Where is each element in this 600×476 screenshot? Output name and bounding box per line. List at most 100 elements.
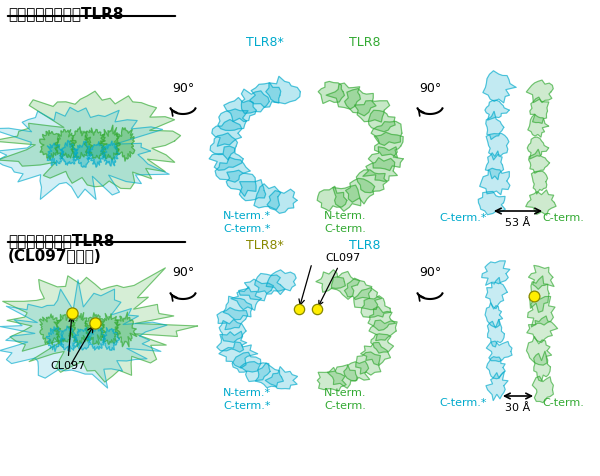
Text: リガンド結合型TLR8: リガンド結合型TLR8 — [8, 233, 115, 248]
Polygon shape — [526, 337, 551, 365]
Polygon shape — [0, 280, 167, 388]
Polygon shape — [85, 313, 106, 345]
Polygon shape — [368, 110, 395, 132]
Polygon shape — [483, 71, 516, 103]
Text: 90°: 90° — [172, 81, 194, 95]
Text: C-term.: C-term. — [324, 224, 366, 234]
Polygon shape — [88, 327, 106, 350]
Text: C-term.: C-term. — [542, 213, 584, 223]
Polygon shape — [0, 91, 181, 188]
Polygon shape — [532, 376, 553, 403]
Polygon shape — [363, 158, 397, 181]
Text: TLR8: TLR8 — [349, 239, 381, 252]
Polygon shape — [346, 178, 374, 204]
Text: (CL097複合体): (CL097複合体) — [8, 248, 102, 263]
Polygon shape — [212, 119, 242, 146]
Polygon shape — [529, 276, 549, 312]
Polygon shape — [482, 261, 510, 285]
Polygon shape — [344, 278, 372, 299]
Polygon shape — [61, 140, 78, 165]
Polygon shape — [61, 326, 77, 352]
Polygon shape — [487, 319, 505, 347]
Polygon shape — [54, 314, 75, 342]
Point — [67, 309, 77, 317]
Polygon shape — [317, 367, 346, 391]
Polygon shape — [485, 278, 507, 308]
Polygon shape — [231, 287, 262, 310]
Polygon shape — [532, 171, 548, 194]
Polygon shape — [74, 141, 92, 167]
Text: C-term.*: C-term.* — [223, 224, 271, 234]
Text: N-term.*: N-term.* — [223, 388, 271, 398]
Polygon shape — [70, 127, 92, 159]
Point — [312, 305, 322, 313]
Polygon shape — [371, 334, 394, 353]
Polygon shape — [265, 367, 298, 389]
Text: C-term.*: C-term.* — [439, 398, 487, 408]
Text: C-term.*: C-term.* — [223, 401, 271, 411]
Polygon shape — [266, 76, 301, 104]
Polygon shape — [317, 186, 347, 211]
Polygon shape — [479, 168, 510, 195]
Polygon shape — [371, 121, 402, 146]
Polygon shape — [55, 129, 76, 159]
Polygon shape — [527, 137, 548, 159]
Polygon shape — [526, 80, 553, 103]
Text: 90°: 90° — [172, 267, 194, 279]
Polygon shape — [529, 266, 554, 289]
Polygon shape — [355, 100, 389, 122]
Polygon shape — [250, 83, 281, 107]
Polygon shape — [344, 361, 370, 381]
Polygon shape — [478, 191, 505, 215]
Polygon shape — [209, 146, 243, 170]
Polygon shape — [223, 296, 252, 320]
Polygon shape — [40, 130, 59, 159]
Polygon shape — [74, 327, 91, 350]
Polygon shape — [533, 351, 550, 381]
Polygon shape — [316, 270, 346, 292]
Polygon shape — [241, 89, 269, 113]
Polygon shape — [47, 143, 64, 166]
Polygon shape — [210, 133, 238, 160]
Polygon shape — [254, 274, 285, 294]
Point — [529, 292, 539, 300]
Polygon shape — [215, 157, 250, 182]
Text: C-term.*: C-term.* — [439, 213, 487, 223]
Polygon shape — [528, 114, 548, 137]
Polygon shape — [332, 271, 359, 299]
Polygon shape — [267, 189, 297, 213]
Point — [90, 319, 100, 327]
Polygon shape — [344, 89, 376, 116]
Polygon shape — [100, 313, 121, 345]
Polygon shape — [485, 100, 509, 120]
Text: N-term.: N-term. — [324, 211, 366, 221]
Polygon shape — [40, 314, 61, 345]
Polygon shape — [115, 128, 135, 161]
Polygon shape — [2, 268, 197, 382]
Polygon shape — [239, 279, 274, 301]
Polygon shape — [256, 363, 283, 388]
Polygon shape — [103, 327, 119, 350]
Text: 90°: 90° — [419, 267, 441, 279]
Polygon shape — [239, 179, 266, 201]
Polygon shape — [361, 342, 391, 365]
Text: TLR8*: TLR8* — [246, 36, 284, 49]
Polygon shape — [217, 307, 248, 329]
Text: CL097: CL097 — [319, 253, 360, 305]
Polygon shape — [368, 147, 403, 170]
Polygon shape — [486, 111, 504, 139]
Text: N-term.*: N-term.* — [223, 211, 271, 221]
Polygon shape — [485, 151, 503, 180]
Text: CL097: CL097 — [50, 317, 85, 371]
Polygon shape — [354, 288, 381, 310]
Polygon shape — [368, 307, 395, 330]
Polygon shape — [46, 327, 64, 352]
Polygon shape — [530, 97, 549, 123]
Polygon shape — [84, 128, 107, 159]
Text: リガンド非結合型TLR8: リガンド非結合型TLR8 — [8, 6, 124, 21]
Polygon shape — [217, 331, 247, 352]
Polygon shape — [485, 303, 503, 327]
Polygon shape — [115, 312, 137, 347]
Polygon shape — [356, 170, 387, 193]
Polygon shape — [86, 141, 105, 167]
